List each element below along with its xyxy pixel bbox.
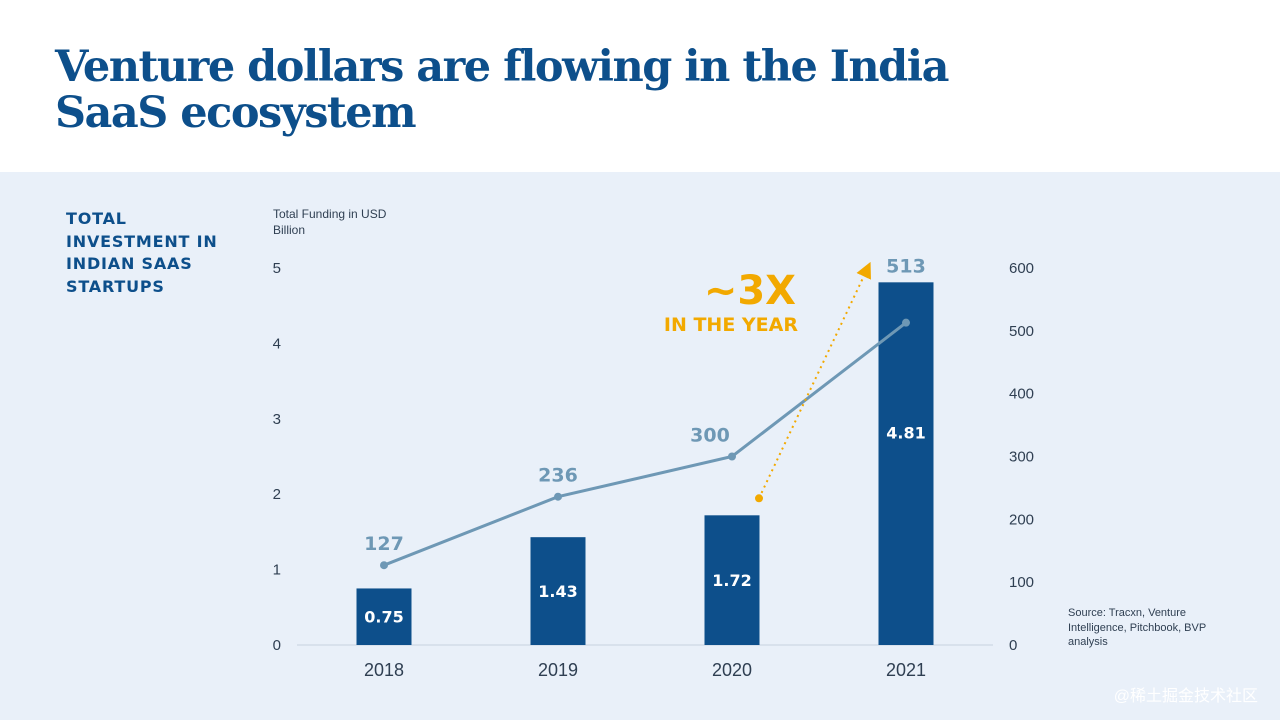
bar (530, 537, 586, 645)
y-right-tick: 100 (1009, 574, 1034, 591)
y-right-tick: 500 (1009, 323, 1034, 340)
series-line (383, 321, 907, 567)
y-right-tick: 400 (1009, 386, 1034, 403)
y-left-tick: 1 (273, 562, 281, 579)
left-axis-title: Total Funding in USD Billion (273, 207, 387, 237)
chart-panel (0, 172, 1280, 720)
line-point (902, 318, 910, 327)
growth-arrow-start (755, 494, 763, 503)
y-left-tick: 3 (273, 411, 281, 428)
line-value-label: 300 (690, 425, 730, 447)
line-point (728, 452, 736, 461)
bar-value-label: 4.81 (886, 423, 925, 442)
y-left-tick: 0 (273, 637, 281, 654)
growth-annotation: ~3X (704, 268, 796, 314)
source-note: Source: Tracxn, Venture Intelligence, Pi… (1068, 607, 1206, 648)
x-tick-label: 2018 (364, 660, 404, 680)
y-right-tick: 200 (1009, 511, 1034, 528)
line-value-label: 513 (886, 255, 926, 277)
bar (356, 588, 412, 645)
x-tick-label: 2021 (886, 660, 926, 680)
y-right-tick: 0 (1009, 637, 1017, 654)
chart-side-label: TOTAL INVESTMENT IN INDIAN SAAS STARTUPS (66, 209, 218, 296)
y-left-tick: 4 (273, 335, 281, 352)
line-point (554, 492, 562, 501)
bar-value-label: 1.72 (712, 571, 751, 590)
x-tick-label: 2020 (712, 660, 752, 680)
page-title: Venture dollars are flowing in the India… (55, 42, 949, 138)
y-left-tick: 2 (273, 486, 281, 503)
bar-value-label: 1.43 (538, 582, 577, 601)
x-tick-label: 2019 (538, 660, 578, 680)
growth-arrow (758, 261, 871, 499)
line-point (380, 561, 388, 570)
growth-annotation-sub: IN THE YEAR (664, 314, 798, 336)
line-value-label: 236 (538, 465, 578, 487)
bar (878, 282, 934, 645)
bar (704, 515, 760, 645)
y-right-tick: 300 (1009, 449, 1034, 466)
y-right-tick: 600 (1009, 260, 1034, 277)
watermark: @稀土掘金技术社区 (1113, 688, 1258, 705)
y-left-tick: 5 (273, 260, 281, 277)
line-value-label: 127 (364, 533, 404, 555)
bar-value-label: 0.75 (364, 608, 403, 627)
